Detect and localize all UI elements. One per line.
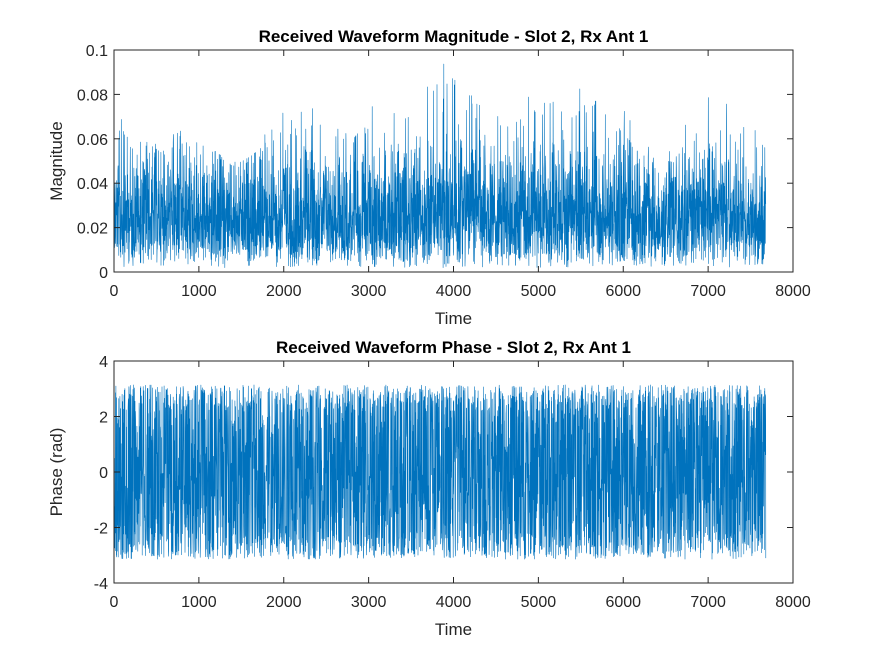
x-tick-label: 7000 (690, 283, 726, 300)
y-tick-label: 0.06 (77, 132, 108, 149)
magnitude-axes: 0 1000 2000 3000 4000 5000 6000 7000 8000 00.020… (47, 27, 811, 328)
x-tick-label: 8000 (775, 283, 811, 300)
x-tick-label: 5000 (521, 594, 557, 611)
magnitude-y-ticks: 0 0.02 0.04 0.06 0.08 0.1 (77, 43, 793, 282)
x-tick-label: 6000 (605, 594, 641, 611)
x-tick-label: 6000 (605, 283, 641, 300)
magnitude-chart-title: Received Waveform Magnitude - Slot 2, Rx… (259, 27, 649, 46)
phase-chart-title: Received Waveform Phase - Slot 2, Rx Ant… (276, 338, 631, 357)
x-tick-label: 8000 (775, 594, 811, 611)
x-tick-label: 1000 (181, 594, 217, 611)
phase-plot-area (113, 384, 767, 560)
x-tick-label: 2000 (266, 594, 302, 611)
y-tick-label: 0 (99, 265, 108, 282)
x-tick-label: 2000 (266, 283, 302, 300)
x-tick-label: 7000 (690, 594, 726, 611)
y-tick-label: -2 (94, 521, 108, 538)
y-tick-label: -4 (94, 576, 108, 593)
phase-y-axis-label: Phase (rad) (47, 428, 66, 517)
phase-x-axis-label: Time (435, 620, 472, 639)
magnitude-x-ticks: 0 1000 2000 3000 4000 5000 6000 7000 8000 (110, 50, 811, 300)
phase-y-ticks: -4 -2 0 2 4 (94, 354, 793, 593)
x-tick-label: 3000 (351, 283, 387, 300)
y-tick-label: 0.02 (77, 221, 108, 238)
x-tick-label: 0 (110, 283, 119, 300)
y-tick-label: 0.1 (86, 43, 108, 60)
x-tick-label: 1000 (181, 283, 217, 300)
y-tick-label: 0.04 (77, 176, 108, 193)
y-tick-label: 0 (99, 465, 108, 482)
y-tick-label: 4 (99, 354, 108, 371)
phase-axes: 0 1000 2000 3000 4000 5000 6000 7000 8000 -4 -2 0 2… (47, 338, 811, 639)
x-tick-label: 5000 (521, 283, 557, 300)
x-tick-label: 3000 (351, 594, 387, 611)
x-tick-label: 4000 (436, 594, 472, 611)
y-tick-label: 2 (99, 410, 108, 427)
x-tick-label: 0 (110, 594, 119, 611)
magnitude-y-axis-label: Magnitude (47, 121, 66, 200)
y-tick-label: 0.08 (77, 87, 108, 104)
phase-x-ticks: 0 1000 2000 3000 4000 5000 6000 7000 8000 (110, 361, 811, 611)
magnitude-plot-area (113, 63, 767, 268)
magnitude-x-axis-label: Time (435, 309, 472, 328)
series-line (113, 384, 767, 560)
series-line (113, 63, 767, 268)
x-tick-label: 4000 (436, 283, 472, 300)
